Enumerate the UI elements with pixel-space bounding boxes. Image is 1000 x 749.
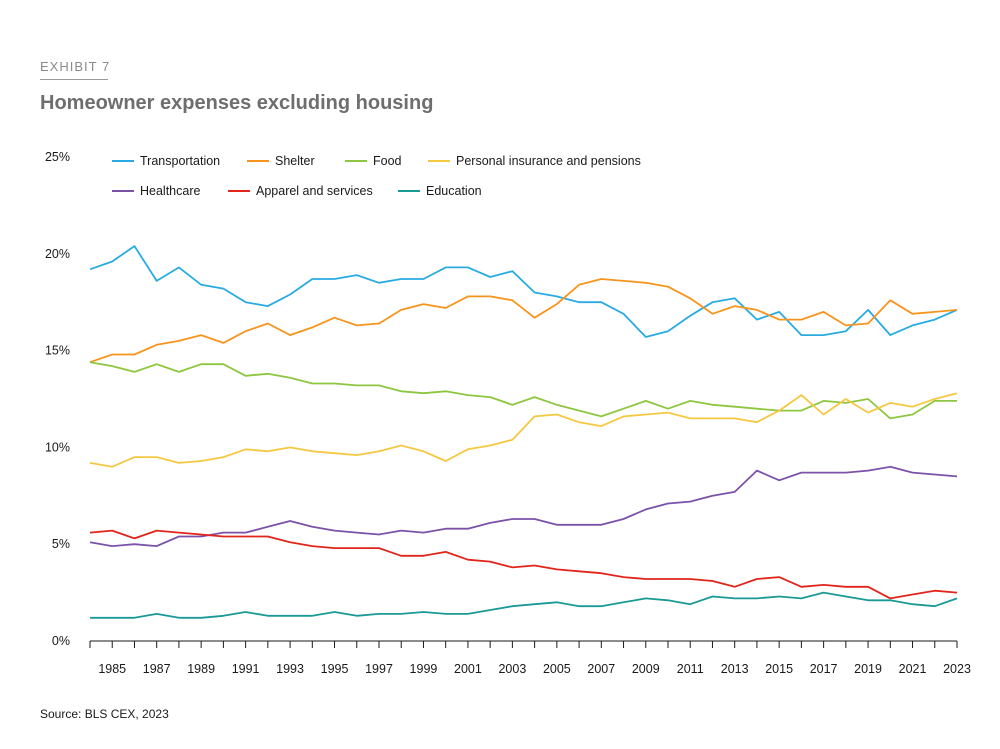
legend-label-personal-insurance-and-pensions: Personal insurance and pensions	[456, 154, 641, 168]
x-tick-label: 2009	[632, 662, 660, 676]
series-line-transportation	[89, 245, 958, 338]
x-tick-label: 2021	[899, 662, 927, 676]
legend-label-healthcare: Healthcare	[140, 184, 200, 198]
x-tick-label: 1987	[143, 662, 171, 676]
x-tick-label: 2011	[677, 662, 704, 676]
exhibit-underline	[40, 79, 108, 80]
x-tick-label: 1985	[98, 662, 126, 676]
x-axis: 1985 1987 1989 1991 1993 1995 1997 1999 2001 2003…	[89, 640, 971, 676]
x-tick-label: 1995	[321, 662, 349, 676]
y-axis: 0% 5% 10% 15% 20% 25%	[45, 150, 70, 648]
x-tick-label: 2003	[498, 662, 526, 676]
x-tick-label: 2001	[454, 662, 482, 676]
x-tick-label: 1989	[187, 662, 215, 676]
series-line-apparel-and-services	[89, 529, 958, 600]
x-tick-label: 2007	[587, 662, 615, 676]
exhibit-label: EXHIBIT 7	[40, 59, 111, 74]
chart-title: Homeowner expenses excluding housing	[40, 92, 434, 114]
series-line-healthcare	[89, 465, 958, 547]
x-tick-label: 2015	[765, 662, 793, 676]
legend-label-food: Food	[373, 154, 402, 168]
x-tick-label: 2023	[943, 662, 971, 676]
y-tick-label: 10%	[45, 440, 70, 454]
series-line-food	[89, 361, 957, 420]
x-tick-label: 2017	[810, 662, 838, 676]
x-tick-label: 1997	[365, 662, 393, 676]
series-lines	[89, 245, 958, 619]
series-line-shelter	[89, 278, 958, 364]
x-tick-label: 2013	[721, 662, 749, 676]
y-tick-label: 5%	[52, 537, 70, 551]
x-tick-label: 1993	[276, 662, 304, 676]
series-line-personal-insurance-and-pensions	[89, 392, 958, 468]
x-tick-label: 2005	[543, 662, 571, 676]
y-tick-label: 0%	[52, 634, 70, 648]
x-tick-label: 1991	[232, 662, 260, 676]
source-note: Source: BLS CEX, 2023	[40, 707, 169, 721]
legend-label-shelter: Shelter	[275, 154, 315, 168]
x-tick-label: 2019	[854, 662, 882, 676]
y-tick-label: 25%	[45, 150, 70, 164]
legend-label-transportation: Transportation	[140, 154, 220, 168]
x-tick-label: 1999	[410, 662, 438, 676]
series-line-education	[90, 591, 958, 619]
y-tick-label: 20%	[45, 247, 70, 261]
legend-label-apparel-and-services: Apparel and services	[256, 184, 373, 198]
legend: Transportation Shelter Food Personal insura…	[112, 154, 641, 198]
y-tick-label: 15%	[45, 344, 70, 358]
legend-label-education: Education	[426, 184, 482, 198]
